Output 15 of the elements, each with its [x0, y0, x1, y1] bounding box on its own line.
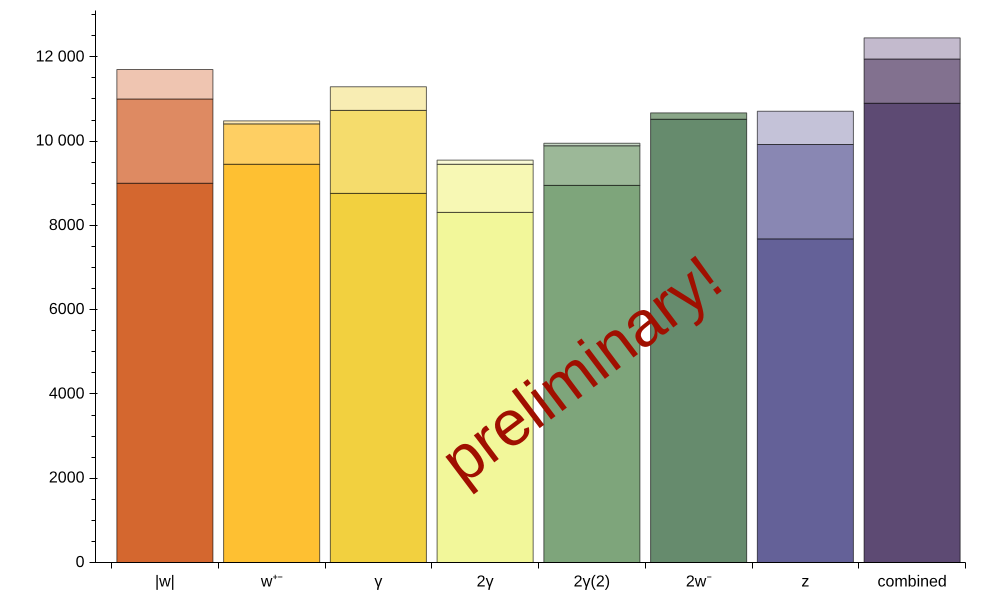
y-tick-label: 6000	[48, 301, 85, 318]
x-tick-label: z	[801, 574, 810, 590]
y-tick-label: 10 000	[36, 132, 85, 150]
x-tick-label: |w|	[154, 574, 175, 590]
y-tick-label: 2000	[48, 470, 85, 487]
y-tick-label: 4000	[48, 385, 85, 402]
y-tick-label: 0	[76, 554, 85, 571]
x-tick-label: 2w⁻	[686, 574, 712, 590]
x-tick-label: γ	[374, 574, 382, 590]
y-tick-label: 12 000	[36, 48, 85, 66]
x-tick-label: w⁺⁻	[260, 574, 282, 590]
x-tick-label: 2γ	[476, 574, 494, 590]
y-tick-label: 8000	[48, 216, 85, 234]
x-tick-label: 2γ(2)	[574, 574, 610, 590]
x-tick-label: combined	[877, 574, 947, 590]
